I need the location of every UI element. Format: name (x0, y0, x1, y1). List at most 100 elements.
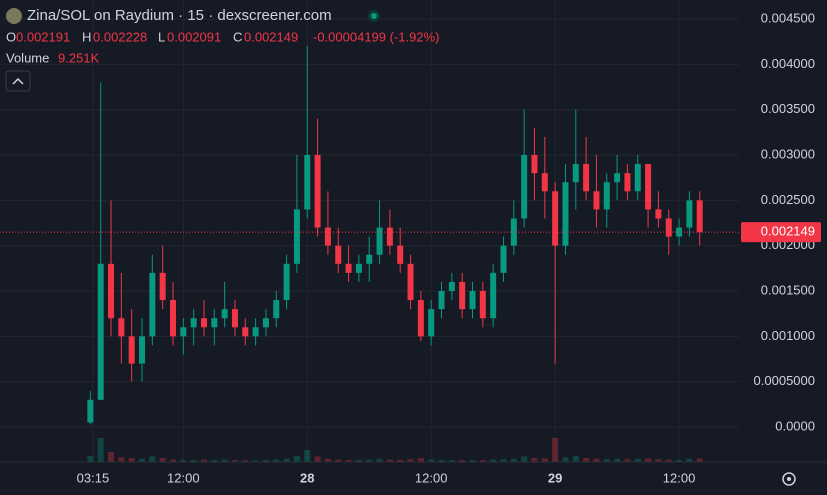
header: Zina/SOL on Raydium · 15 · dexscreener.c… (5, 7, 439, 92)
candle-body (324, 227, 331, 246)
candle-body (655, 209, 662, 219)
volume-bar (345, 460, 352, 462)
candle-body (180, 327, 187, 337)
volume-bar (686, 458, 693, 462)
candle-body (593, 191, 600, 210)
candle-body (231, 309, 238, 328)
volume-bar (490, 459, 497, 462)
volume-value: 9.251K (58, 50, 100, 65)
volume-bar (200, 459, 207, 462)
volume-label: Volume (6, 50, 49, 65)
volume-bar (293, 456, 300, 462)
volume-bar (624, 459, 631, 462)
volume-bar (665, 459, 672, 462)
last-price-box (741, 222, 821, 243)
candle-body (345, 263, 352, 273)
candle-body (500, 245, 507, 273)
y-tick-label: 0.0005000 (754, 373, 815, 388)
candle-body (531, 155, 538, 174)
volume-bar (603, 459, 610, 462)
volume-bar (376, 458, 383, 462)
last-price-label: 0.002149 (761, 224, 815, 239)
candle-body (428, 309, 435, 337)
candle-body (221, 309, 228, 319)
volume-bar (614, 458, 621, 462)
x-tick-label: 12:00 (167, 470, 200, 485)
volume-bar (149, 456, 156, 462)
volume-bar (190, 460, 197, 462)
candle-body (169, 300, 176, 337)
volume-bar (139, 458, 146, 462)
volume-bar (366, 459, 373, 462)
candle-body (490, 272, 497, 319)
settings-icon[interactable] (782, 472, 796, 486)
volume-bar (510, 458, 517, 462)
candle-body (252, 327, 259, 337)
h-label: H (82, 29, 91, 44)
candle-body (686, 200, 693, 228)
candle-body (283, 263, 290, 301)
candle-body (397, 245, 404, 264)
candle-body (200, 318, 207, 328)
volume-bar (97, 438, 104, 462)
volume-bar (417, 458, 424, 462)
volume-bar (273, 459, 280, 462)
candle-body (696, 200, 703, 233)
token-icon (6, 8, 22, 24)
volume-bar (242, 460, 249, 462)
volume-bar (645, 458, 652, 462)
y-tick-label: 0.002500 (761, 192, 815, 207)
candle-body (469, 291, 476, 310)
x-tick-label: 03:15 (77, 470, 110, 485)
candle-body (572, 164, 579, 183)
y-tick-label: 0.004000 (761, 56, 815, 71)
volume-bar (438, 460, 445, 462)
candle-body (159, 272, 166, 301)
candle-body (139, 336, 146, 364)
volume-bar (180, 460, 187, 462)
candle-body (603, 182, 610, 210)
status-dot (371, 13, 377, 19)
volume-bar (479, 460, 486, 462)
collapse-button[interactable] (5, 70, 31, 92)
candle-body (366, 254, 373, 264)
volume-bar (386, 459, 393, 462)
candle-body (128, 336, 135, 364)
volume-bar (324, 458, 331, 462)
candle-body (335, 245, 342, 264)
candle-body (87, 399, 94, 423)
l-label: L (158, 29, 165, 44)
volume-bar (469, 460, 476, 462)
volume-bar (128, 458, 135, 462)
volume-bar (397, 460, 404, 462)
candle-body (304, 155, 311, 210)
volume-bar (500, 459, 507, 462)
candle-body (314, 155, 321, 228)
candle-body (438, 291, 445, 310)
volume-bar (355, 460, 362, 462)
x-tick-label: 29 (548, 470, 562, 485)
candle-body (624, 173, 631, 192)
candle-body (521, 155, 528, 219)
y-tick-label: 0.004500 (761, 10, 815, 25)
y-tick-label: 0.0000 (775, 418, 815, 433)
y-tick-label: 0.001500 (761, 282, 815, 297)
candle-body (262, 318, 269, 328)
x-tick-label: 12:00 (415, 470, 448, 485)
volume-bar (583, 458, 590, 462)
volume-bar (231, 460, 238, 462)
volume-bar (314, 456, 321, 462)
candle-body (459, 281, 466, 310)
candle-body (97, 263, 104, 400)
x-tick-label: 12:00 (663, 470, 696, 485)
volume-bar (108, 452, 115, 462)
candle-body (386, 227, 393, 246)
volume-bar (221, 459, 228, 462)
o-value: 0.002191 (16, 29, 70, 44)
candle-body (562, 182, 569, 246)
volume-bar (459, 460, 466, 462)
candle-body (118, 318, 125, 337)
candle-body (149, 272, 156, 337)
